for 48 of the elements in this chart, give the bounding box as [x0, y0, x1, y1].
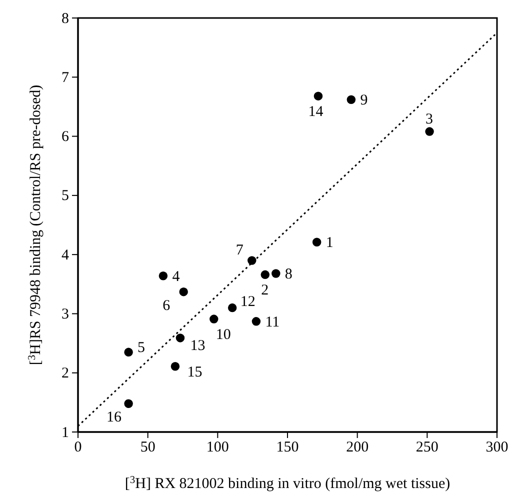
- x-tick-label: 250: [416, 440, 438, 456]
- point: [124, 348, 133, 357]
- annotation: 9: [360, 92, 368, 109]
- point: [248, 256, 256, 265]
- annotation: 14: [308, 104, 324, 120]
- y-tick-label: 3: [62, 306, 69, 323]
- y-tick-label: 1: [62, 424, 69, 441]
- x-tick-label: 0: [74, 440, 82, 456]
- y-tick-label: 4: [62, 247, 70, 264]
- annotation: 4: [172, 268, 180, 285]
- x-tick-label: 300: [486, 440, 508, 456]
- x-tick-label: 150: [276, 440, 299, 456]
- annotation: 1: [326, 235, 334, 252]
- point: [158, 272, 168, 280]
- y-tick-label: 6: [62, 129, 70, 146]
- annotation: 7: [236, 242, 244, 258]
- point: [314, 92, 323, 100]
- annotation: 11: [265, 314, 280, 330]
- annotation: 16: [106, 410, 122, 426]
- x-tick-label: 50: [140, 440, 156, 456]
- y-tick-label: 7: [62, 70, 70, 86]
- point: [210, 314, 218, 324]
- point: [176, 334, 185, 342]
- point: [179, 287, 188, 296]
- x-tick-label: 100: [206, 440, 229, 456]
- x-axis-title: [$^{3}$H] RX 821002 binding in vitro (fmol/mg wet tissue): [124, 474, 450, 492]
- point: [346, 95, 356, 104]
- annotation: 5: [138, 340, 146, 356]
- annotation: 2: [261, 282, 269, 299]
- annotation: 6: [162, 298, 171, 314]
- point: [312, 238, 322, 247]
- annotation: 8: [284, 266, 292, 282]
- point: [260, 270, 270, 280]
- y-tick-label: 5: [62, 188, 69, 204]
- y-tick-label: 2: [62, 366, 69, 382]
- annotation: 13: [190, 338, 206, 354]
- point: [425, 127, 434, 136]
- y-tick-label: 8: [62, 10, 69, 27]
- point: [124, 399, 133, 408]
- annotation: 10: [216, 327, 231, 344]
- point: [170, 362, 180, 371]
- point: [228, 303, 237, 312]
- annotation: 3: [426, 112, 434, 128]
- point: [272, 269, 280, 278]
- point: [252, 317, 261, 326]
- annotation: 15: [187, 364, 202, 380]
- annotation: 12: [240, 294, 256, 310]
- x-tick-label: 200: [346, 440, 369, 456]
